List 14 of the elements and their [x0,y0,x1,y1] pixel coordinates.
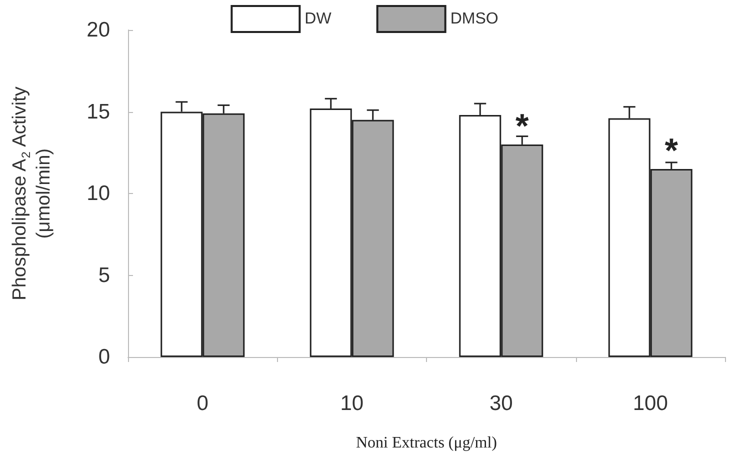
x-axis-title: Noni Extracts (μg/ml) [356,434,497,452]
x-tick-label: 30 [489,392,513,415]
y-tick-label: 0 [98,346,110,368]
y-tick-label: 20 [86,18,110,42]
x-tick-label: 10 [340,392,364,415]
annotation: * [664,132,679,170]
legend-label: DMSO [450,10,498,28]
legend-label: DW [304,10,332,28]
x-tick-label: 0 [196,392,208,415]
y-tick-label: 5 [98,264,110,287]
y-tick-label: 10 [86,182,110,205]
annotation: * [516,107,530,146]
x-tick-label: 100 [632,392,668,415]
y-tick-label: 15 [86,100,110,124]
